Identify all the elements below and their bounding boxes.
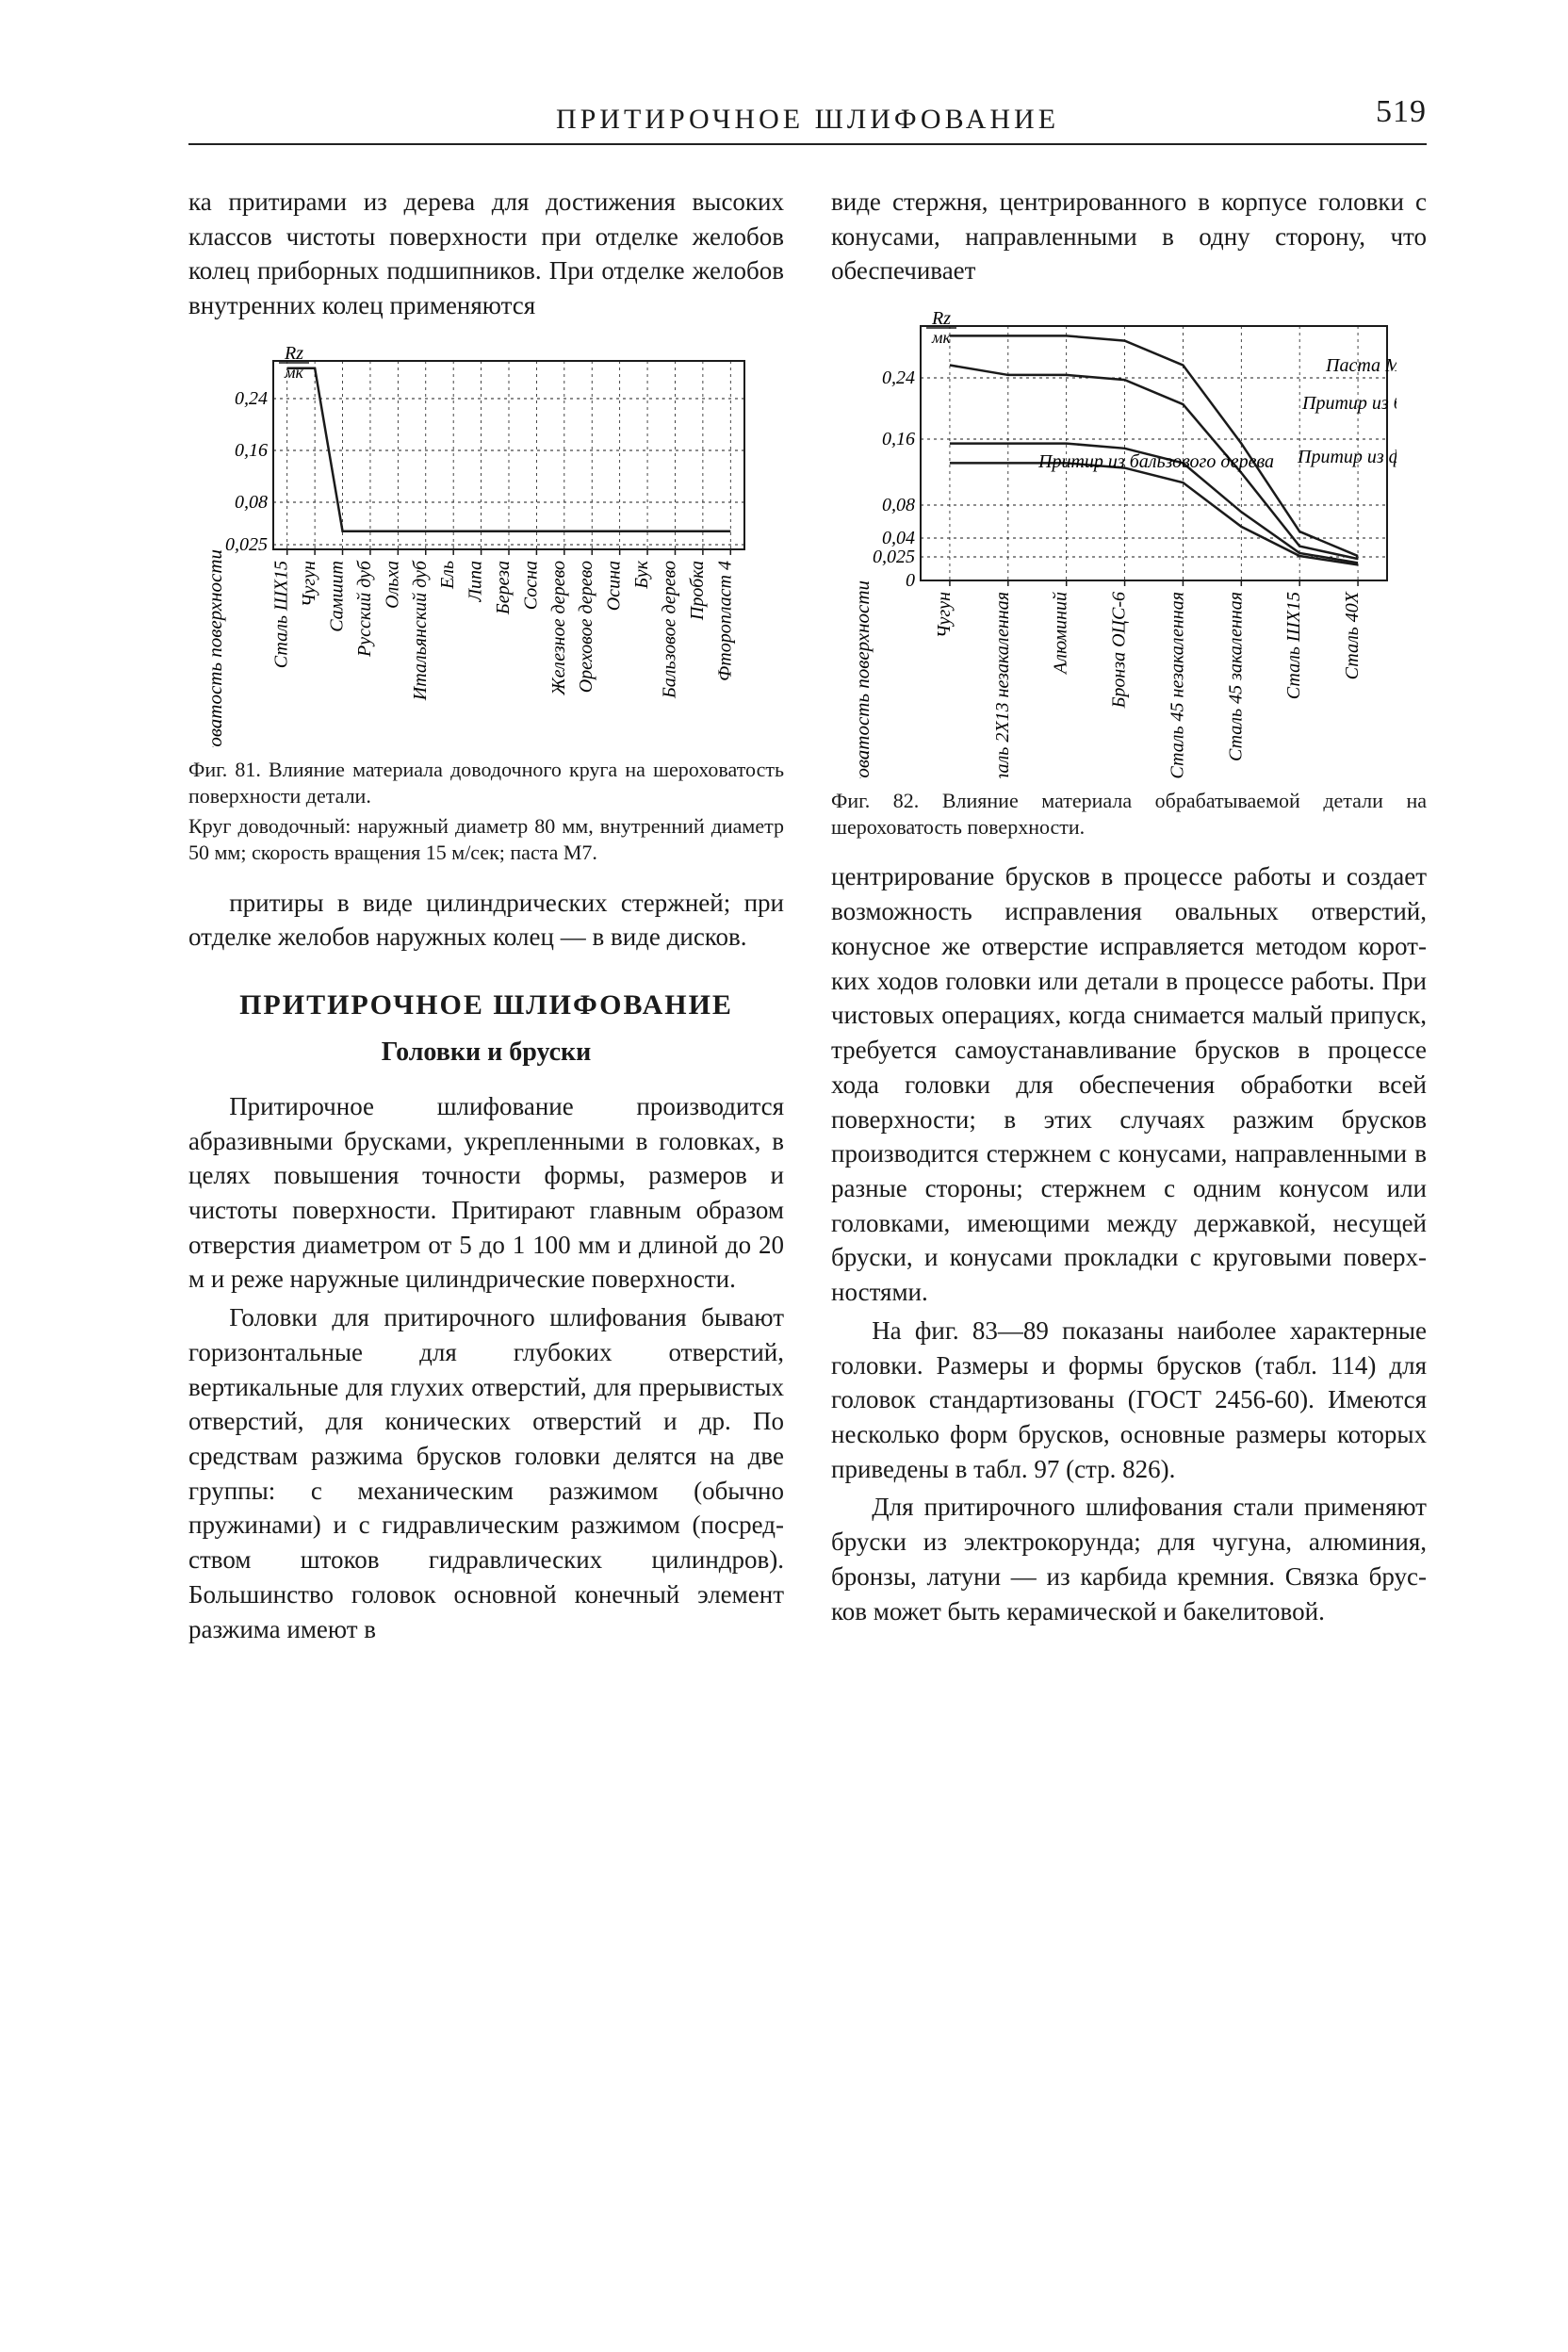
- fig81-caption-main: Фиг. 81. Влияние материала доводочного к…: [188, 758, 784, 808]
- svg-text:Алюминий: Алюминий: [1051, 592, 1071, 676]
- svg-text:Шероховатость поверхности: Шероховатость поверхности: [204, 549, 226, 747]
- fig81-caption-sub: Круг доводочный: наружный диаметр 80 мм,…: [188, 813, 784, 866]
- para-5: виде стержня, центрированного в кор­пусе…: [831, 185, 1427, 288]
- fig82-chart: Rzмк 0,24 0,16 0,08 0,040,025 0 Шероховатость …: [831, 307, 1396, 778]
- fig82-caption-main: Фиг. 82. Влияние материала обрабатывае­м…: [831, 789, 1427, 839]
- svg-text:0,24: 0,24: [882, 368, 915, 388]
- svg-text:Шероховатость поверхности: Шероховатость поверхности: [851, 580, 874, 778]
- svg-text:Береза: Береза: [493, 561, 514, 615]
- svg-text:0: 0: [906, 570, 915, 591]
- svg-text:Притир из бальзового дерева: Притир из бальзового дерева: [1037, 451, 1274, 472]
- page-number: 519: [1376, 94, 1427, 130]
- svg-text:Притир из фторопла- ста №4: Притир из фторопла- ста №4: [1297, 447, 1396, 467]
- subsection-heading: Головки и бруски: [188, 1035, 784, 1070]
- svg-text:Итальянский дуб: Итальянский дуб: [410, 560, 431, 701]
- svg-text:0,025: 0,025: [873, 547, 915, 567]
- svg-text:Липа: Липа: [466, 561, 486, 603]
- svg-text:Сосна: Сосна: [520, 561, 541, 610]
- para-2: притиры в виде цилиндрических стерж­ней;…: [188, 886, 784, 955]
- svg-text:Сталь 45 закаленная: Сталь 45 закаленная: [1225, 592, 1246, 761]
- svg-text:0,16: 0,16: [235, 440, 268, 461]
- svg-text:Сталь ШХ15: Сталь ШХ15: [271, 561, 292, 668]
- svg-text:Чугун: Чугун: [934, 592, 955, 638]
- fig81-caption: Фиг. 81. Влияние материала доводочного к…: [188, 757, 784, 867]
- fig81-chart: Rzмк 0,24 0,16 0,08 0,025Шероховатость повер…: [188, 342, 754, 747]
- svg-text:Притир из бука: Притир из бука: [1301, 393, 1396, 414]
- body-columns: ка притирами из дерева для достиже­ния в…: [188, 185, 1427, 1650]
- para-8: Для притирочного шлифования стали примен…: [831, 1490, 1427, 1628]
- para-1: ка притирами из дерева для достиже­ния в…: [188, 185, 784, 323]
- para-4: Головки для притирочного шлифова­ния быв…: [188, 1300, 784, 1646]
- svg-text:Чугун: Чугун: [299, 561, 319, 607]
- svg-text:Русский дуб: Русский дуб: [354, 560, 375, 658]
- para-6: центрирование брусков в процессе ра­боты…: [831, 859, 1427, 1309]
- svg-text:0,08: 0,08: [882, 495, 915, 515]
- section-heading: ПРИТИРОЧНОЕ ШЛИФОВАНИЕ: [188, 987, 784, 1025]
- svg-text:Rz: Rz: [931, 308, 951, 329]
- svg-text:Паста М7: Паста М7: [1325, 355, 1396, 376]
- svg-text:Сталь ШХ15: Сталь ШХ15: [1283, 592, 1304, 699]
- svg-text:мк: мк: [931, 328, 951, 347]
- svg-text:мк: мк: [284, 363, 303, 382]
- svg-text:Пробка: Пробка: [687, 561, 708, 621]
- svg-text:Бронза ОЦС-6: Бронза ОЦС-6: [1109, 592, 1130, 709]
- svg-text:0,025: 0,025: [225, 534, 268, 555]
- svg-text:Сталь 45 незакаленная: Сталь 45 незакаленная: [1167, 592, 1187, 778]
- svg-text:Бальзовое дерево: Бальзовое дерево: [659, 561, 679, 699]
- svg-text:Сталь 40Х: Сталь 40Х: [1342, 591, 1363, 679]
- svg-text:Самшит: Самшит: [327, 561, 348, 632]
- svg-text:Ореховое дерево: Ореховое дерево: [576, 561, 596, 693]
- para-7: На фиг. 83—89 показаны наиболее характер…: [831, 1314, 1427, 1487]
- svg-text:Железное дерево: Железное дерево: [548, 561, 569, 696]
- svg-text:Бук: Бук: [631, 560, 652, 589]
- svg-text:0,24: 0,24: [235, 388, 268, 409]
- fig82-caption: Фиг. 82. Влияние материала обрабатывае­м…: [831, 788, 1427, 841]
- figure-81: Rzмк 0,24 0,16 0,08 0,025Шероховатость повер…: [188, 342, 784, 867]
- svg-text:0,08: 0,08: [235, 492, 268, 513]
- svg-text:Фторопласт 4: Фторопласт 4: [714, 561, 735, 681]
- running-head: ПРИТИРОЧНОЕ ШЛИФОВАНИЕ: [188, 104, 1427, 145]
- svg-text:Нержавеющая сталь 2Х13 незакал: Нержавеющая сталь 2Х13 незакаленная: [992, 592, 1013, 778]
- svg-text:Rz: Rz: [284, 343, 303, 364]
- svg-text:Ольха: Ольха: [382, 561, 402, 609]
- svg-text:0,16: 0,16: [882, 429, 915, 449]
- para-3: Притирочное шлифование произво­дится абр…: [188, 1089, 784, 1297]
- svg-text:0,04: 0,04: [882, 528, 915, 548]
- running-title: ПРИТИРОЧНОЕ ШЛИФОВАНИЕ: [188, 104, 1427, 136]
- svg-text:Осина: Осина: [604, 561, 625, 611]
- figure-82: Rzмк 0,24 0,16 0,08 0,040,025 0 Шероховатость …: [831, 307, 1427, 841]
- svg-text:Ель: Ель: [437, 561, 458, 590]
